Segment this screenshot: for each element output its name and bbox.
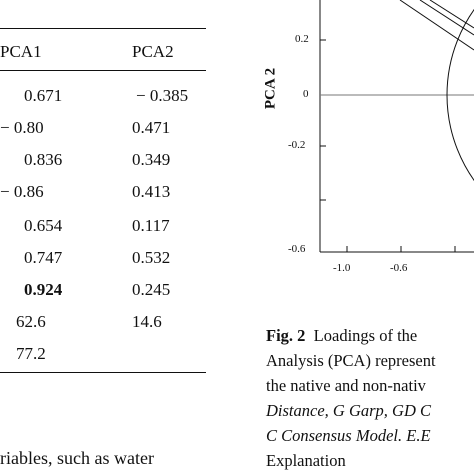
cell-pca1: − 0.80 xyxy=(0,118,44,137)
cell-pca1: − 0.86 xyxy=(0,182,44,201)
loading-vector xyxy=(399,0,474,51)
loading-vector xyxy=(429,0,474,29)
x-tick-label: -1.0 xyxy=(333,262,351,274)
table-top-rule xyxy=(0,28,206,29)
cell-pca2: 0.471 xyxy=(132,118,171,137)
caption-line-1: Fig. 2 Loadings of the xyxy=(266,326,417,346)
cell-pca2: 0.413 xyxy=(132,182,171,201)
cell-pca1: 0.747 xyxy=(24,248,63,267)
cell-pca1: 0.654 xyxy=(24,216,63,235)
y-axis-label: PCA 2 xyxy=(262,67,279,110)
y-tick-label: 0.2 xyxy=(295,33,309,45)
cell-pca2: − 0.385 xyxy=(136,86,189,105)
y-tick-label: -0.6 xyxy=(288,243,306,255)
cell-pca1: 0.671 xyxy=(24,86,63,105)
cell-pca2: 0.245 xyxy=(132,280,171,299)
cell-pca2: 0.117 xyxy=(132,216,170,235)
cell-pca1: 62.6 xyxy=(16,312,46,331)
y-tick-label: 0 xyxy=(303,88,309,100)
caption-line-6: Explanation xyxy=(266,451,346,470)
caption-line-4: Distance, G Garp, GD C xyxy=(266,401,431,420)
caption-text: Loadings of the xyxy=(313,326,418,345)
cell-pca1-highlight: 0.924 xyxy=(24,280,63,299)
fig-label: Fig. 2 xyxy=(266,326,306,345)
cell-pca2: 0.349 xyxy=(132,150,171,169)
cell-pca2: 0.532 xyxy=(132,248,171,267)
x-tick-label: -0.6 xyxy=(390,262,408,274)
cell-pca2: 14.6 xyxy=(132,312,162,331)
body-text-line: riables, such as water xyxy=(0,448,154,468)
cell-pca1: 0.836 xyxy=(24,150,63,169)
table-bottom-rule xyxy=(0,372,206,373)
caption-line-3: the native and non-nativ xyxy=(266,376,426,395)
cell-pca1: 77.2 xyxy=(16,344,46,363)
loading-vector xyxy=(419,0,474,36)
header-pca2: PCA2 xyxy=(132,42,174,61)
table-header-rule xyxy=(0,70,206,71)
caption-line-5: C Consensus Model. E.E xyxy=(266,426,431,445)
y-tick-label: -0.2 xyxy=(288,139,306,151)
header-pca1: PCA1 xyxy=(0,42,42,61)
caption-line-2: Analysis (PCA) represent xyxy=(266,351,436,370)
unit-circle xyxy=(446,8,474,182)
